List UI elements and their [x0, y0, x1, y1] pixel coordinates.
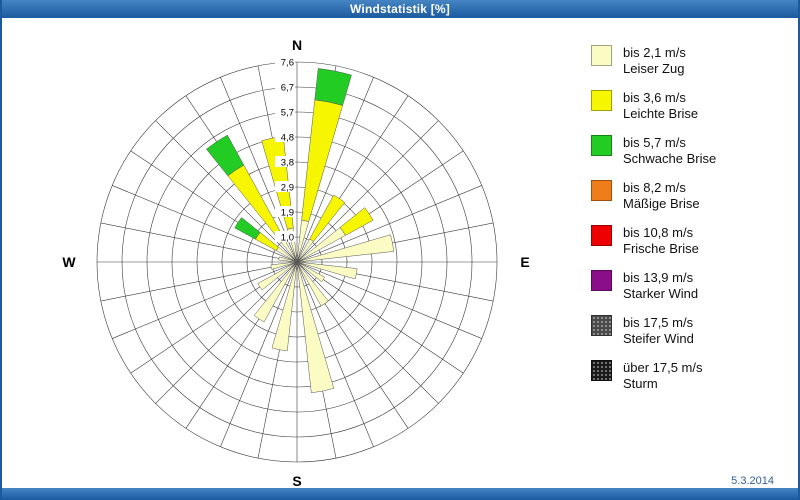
legend-item: bis 17,5 m/s Steifer Wind — [591, 315, 791, 347]
wind-petal-segment — [296, 261, 335, 394]
bottom-bar — [2, 488, 798, 500]
compass-label-w: W — [62, 254, 76, 270]
radial-axis-label: 6,7 — [281, 83, 294, 94]
grid-spoke — [296, 120, 439, 263]
legend-class-name: Leichte Brise — [623, 106, 699, 121]
legend-swatch — [591, 270, 612, 291]
compass-label-e: E — [520, 254, 529, 270]
legend-item: über 17,5 m/s Sturm — [591, 360, 791, 392]
legend-speed-label: über 17,5 m/s — [623, 360, 703, 375]
legend-item: bis 5,7 m/s Schwache Brise — [591, 135, 791, 167]
legend-speed-label: bis 10,8 m/s — [623, 225, 694, 240]
grid-spoke — [296, 185, 482, 263]
legend-class-name: Mäßige Brise — [623, 196, 700, 211]
radial-label-bg — [275, 131, 295, 142]
wind-petal-segment — [296, 261, 358, 280]
legend-swatch — [591, 315, 612, 336]
legend-class-name: Steifer Wind — [623, 331, 694, 346]
legend-item: bis 13,9 m/s Starker Wind — [591, 270, 791, 302]
wind-petal-segment — [296, 234, 395, 263]
legend-speed-label: bis 17,5 m/s — [623, 315, 694, 330]
date-label: 5.3.2014 — [731, 475, 774, 487]
wind-petal-segment — [296, 261, 326, 283]
radial-axis-label: 2,9 — [281, 183, 294, 194]
radial-label-bg — [275, 231, 295, 242]
legend-swatch — [591, 90, 612, 111]
radial-label-bg — [275, 81, 295, 92]
wind-petal-segment — [206, 134, 245, 177]
legend-class-name: Leiser Zug — [623, 61, 685, 76]
wind-petal-segment — [271, 261, 298, 352]
grid-spoke — [296, 77, 374, 263]
legend-speed-label: bis 5,7 m/s — [623, 135, 686, 150]
wind-petal-segment — [278, 256, 298, 263]
legend-item: bis 2,1 m/s Leiser Zug — [591, 45, 791, 77]
wind-petal-segment — [270, 261, 298, 270]
legend-text: bis 3,6 m/s Leichte Brise — [623, 90, 698, 122]
legend-item: bis 8,2 m/s Mäßige Brise — [591, 180, 791, 212]
legend-class-name: Frische Brise — [623, 241, 699, 256]
legend-text: bis 17,5 m/s Steifer Wind — [623, 315, 694, 347]
wind-petal-segment — [234, 217, 261, 240]
legend-class-name: Sturm — [623, 376, 658, 391]
legend-swatch — [591, 225, 612, 246]
grid-spoke — [155, 120, 298, 263]
grid-spoke — [296, 261, 464, 374]
grid-spoke — [100, 222, 298, 263]
compass-label-n: N — [292, 37, 302, 53]
wind-petal-segment — [296, 261, 329, 307]
radial-axis-label: 1,9 — [281, 208, 294, 219]
legend-speed-label: bis 2,1 m/s — [623, 45, 686, 60]
wind-petal-segment — [339, 207, 374, 236]
radial-axis-label: 3,8 — [281, 158, 294, 169]
wind-petals — [206, 68, 395, 394]
grid-spoke — [296, 261, 374, 447]
legend-swatch — [591, 135, 612, 156]
legend-text: bis 8,2 m/s Mäßige Brise — [623, 180, 700, 212]
title-bar: Windstatistik [%] — [2, 0, 798, 18]
window-title: Windstatistik [%] — [350, 2, 450, 16]
wind-petal-segment — [253, 261, 298, 323]
radial-label-bg — [275, 181, 295, 192]
grid-spoke — [100, 261, 298, 302]
legend: bis 2,1 m/s Leiser Zug bis 3,6 m/s Leichte … — [591, 45, 791, 405]
windrose-chart: 1,0 1,9 2,9 3,8 4,8 5,7 6,7 7,6 N S W E — [62, 37, 529, 488]
compass-label-s: S — [292, 473, 301, 488]
legend-item: bis 10,8 m/s Frische Brise — [591, 225, 791, 257]
wind-petal-segment — [309, 194, 346, 242]
grid-spoke — [155, 261, 298, 404]
radial-axis-label: 4,8 — [281, 133, 294, 144]
radial-axis-label: 5,7 — [281, 108, 294, 119]
legend-swatch — [591, 45, 612, 66]
grid-spoke — [296, 261, 482, 339]
grid-spoke — [112, 261, 298, 339]
legend-speed-label: bis 13,9 m/s — [623, 270, 694, 285]
radial-label-bg — [275, 156, 295, 167]
legend-text: bis 5,7 m/s Schwache Brise — [623, 135, 716, 167]
legend-text: bis 2,1 m/s Leiser Zug — [623, 45, 686, 77]
legend-class-name: Schwache Brise — [623, 151, 717, 166]
legend-swatch — [591, 360, 612, 381]
legend-text: bis 10,8 m/s Frische Brise — [623, 225, 699, 257]
wind-petal-segment — [314, 68, 352, 106]
radial-axis-labels: 1,0 1,9 2,9 3,8 4,8 5,7 6,7 7,6 — [275, 56, 295, 244]
legend-swatch — [591, 180, 612, 201]
radial-axis-label: 1,0 — [281, 233, 294, 244]
grid-spoke — [296, 261, 439, 404]
radial-label-bg — [275, 206, 295, 217]
legend-text: über 17,5 m/s Sturm — [623, 360, 703, 392]
radial-label-bg — [275, 56, 295, 67]
chart-area: 1,0 1,9 2,9 3,8 4,8 5,7 6,7 7,6 N S W E bis 2,1 m/s… — [2, 18, 798, 488]
legend-item: bis 3,6 m/s Leichte Brise — [591, 90, 791, 122]
legend-text: bis 13,9 m/s Starker Wind — [623, 270, 698, 302]
radial-axis-label: 7,6 — [281, 58, 294, 69]
legend-class-name: Starker Wind — [623, 286, 699, 301]
legend-speed-label: bis 3,6 m/s — [623, 90, 686, 105]
radial-label-bg — [275, 106, 295, 117]
grid-spoke — [220, 261, 298, 447]
grid-spoke — [112, 185, 298, 263]
wind-petal-segment — [257, 261, 298, 291]
legend-speed-label: bis 8,2 m/s — [623, 180, 686, 195]
